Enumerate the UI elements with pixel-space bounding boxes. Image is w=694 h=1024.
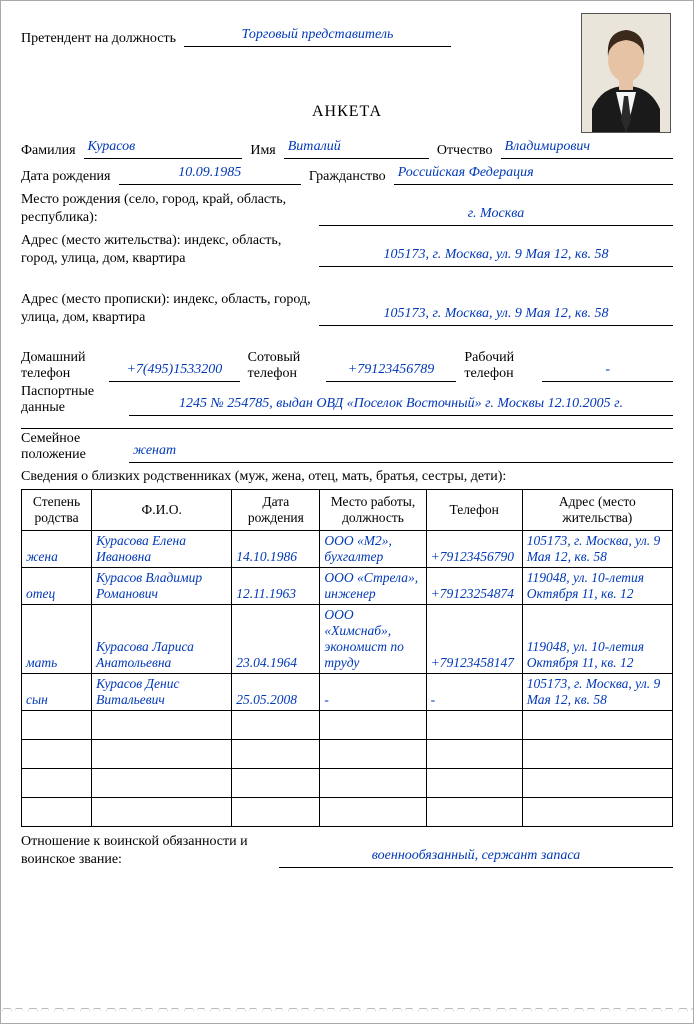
col-fio: Ф.И.О. (92, 490, 232, 531)
cell-phone-label1: Сотовый (248, 350, 318, 366)
family-status-label2: положение (21, 447, 121, 463)
address-reg-value: 105173, г. Москва, ул. 9 Мая 12, кв. 58 (319, 306, 673, 326)
home-phone-value: +7(495)1533200 (109, 362, 240, 382)
address-reg-label: Адрес (место прописки): индекс, область,… (21, 291, 311, 326)
form-title: АНКЕТА (21, 103, 673, 121)
citizenship-label: Гражданство (309, 169, 386, 185)
table-row-empty (22, 711, 673, 740)
col-work: Место работы, должность (320, 490, 426, 531)
table-row-empty (22, 740, 673, 769)
table-cell-work: ООО «Стрела», инженер (320, 568, 426, 605)
relatives-heading: Сведения о близких родственниках (муж, ж… (21, 469, 673, 485)
table-cell-fio: Курасов Денис Витальевич (92, 674, 232, 711)
table-row: матьКурасова Лариса Анатольевна23.04.196… (22, 605, 673, 674)
table-cell-addr: 119048, ул. 10-летия Октября 11, кв. 12 (522, 568, 672, 605)
cell-phone-label2: телефон (248, 366, 318, 382)
birthplace-value: г. Москва (319, 206, 673, 226)
table-cell-fio: Курасова Елена Ивановна (92, 531, 232, 568)
table-row: женаКурасова Елена Ивановна14.10.1986ООО… (22, 531, 673, 568)
surname-value: Курасов (84, 139, 243, 159)
home-phone-label1: Домашний (21, 350, 101, 366)
table-cell-work: ООО «М2», бухгалтер (320, 531, 426, 568)
applicant-photo (581, 13, 671, 133)
table-cell-rel: мать (22, 605, 92, 674)
relatives-table: Степень родства Ф.И.О. Дата рождения Мес… (21, 489, 673, 827)
applicant-position-value: Торговый представитель (184, 27, 451, 47)
table-cell-fio: Курасова Лариса Анатольевна (92, 605, 232, 674)
work-phone-value: - (542, 362, 673, 382)
firstname-value: Виталий (284, 139, 429, 159)
work-phone-label1: Рабочий (464, 350, 534, 366)
table-cell-rel: жена (22, 531, 92, 568)
surname-label: Фамилия (21, 143, 76, 159)
table-row: сынКурасов Денис Витальевич25.05.2008--1… (22, 674, 673, 711)
table-cell-rel: отец (22, 568, 92, 605)
birthplace-label: Место рождения (село, город, край, облас… (21, 191, 311, 226)
work-phone-label2: телефон (464, 366, 534, 382)
col-addr: Адрес (место жительства) (522, 490, 672, 531)
passport-value: 1245 № 254785, выдан ОВД «Поселок Восточ… (129, 396, 673, 416)
firstname-label: Имя (250, 143, 275, 159)
table-cell-dob: 25.05.2008 (232, 674, 320, 711)
col-rel: Степень родства (22, 490, 92, 531)
home-phone-label2: телефон (21, 366, 101, 382)
patronymic-value: Владимирович (501, 139, 673, 159)
table-cell-phone: - (426, 674, 522, 711)
patronymic-label: Отчество (437, 143, 493, 159)
table-cell-dob: 23.04.1964 (232, 605, 320, 674)
col-dob: Дата рождения (232, 490, 320, 531)
table-cell-work: - (320, 674, 426, 711)
address-live-label: Адрес (место жительства): индекс, област… (21, 232, 311, 267)
military-value: военнообязанный, сержант запаса (279, 848, 673, 868)
passport-label2: данные (21, 400, 121, 416)
cell-phone-value: +79123456789 (326, 362, 457, 382)
questionnaire-form: Претендент на должность Торговый предста… (0, 0, 694, 1024)
dob-label: Дата рождения (21, 169, 111, 185)
table-cell-addr: 105173, г. Москва, ул. 9 Мая 12, кв. 58 (522, 674, 672, 711)
table-cell-dob: 14.10.1986 (232, 531, 320, 568)
torn-edge-decoration (1, 1008, 693, 1023)
family-status-value: женат (129, 443, 673, 463)
table-row: отецКурасов Владимир Романович12.11.1963… (22, 568, 673, 605)
military-label: Отношение к воинской обязанности и воинс… (21, 833, 271, 868)
photo-placeholder-icon (582, 14, 670, 132)
table-cell-dob: 12.11.1963 (232, 568, 320, 605)
passport-label1: Паспортные (21, 384, 121, 400)
table-row-empty (22, 798, 673, 827)
table-cell-phone: +79123456790 (426, 531, 522, 568)
family-status-label1: Семейное (21, 431, 121, 447)
table-cell-addr: 119048, ул. 10-летия Октября 11, кв. 12 (522, 605, 672, 674)
citizenship-value: Российская Федерация (394, 165, 673, 185)
dob-value: 10.09.1985 (119, 165, 301, 185)
table-cell-phone: +79123458147 (426, 605, 522, 674)
table-cell-fio: Курасов Владимир Романович (92, 568, 232, 605)
table-cell-addr: 105173, г. Москва, ул. 9 Мая 12, кв. 58 (522, 531, 672, 568)
address-live-value: 105173, г. Москва, ул. 9 Мая 12, кв. 58 (319, 247, 673, 267)
table-cell-work: ООО «Химснаб», экономист по труду (320, 605, 426, 674)
applicant-position-label: Претендент на должность (21, 31, 176, 47)
table-cell-rel: сын (22, 674, 92, 711)
col-phone: Телефон (426, 490, 522, 531)
table-row-empty (22, 769, 673, 798)
table-cell-phone: +79123254874 (426, 568, 522, 605)
